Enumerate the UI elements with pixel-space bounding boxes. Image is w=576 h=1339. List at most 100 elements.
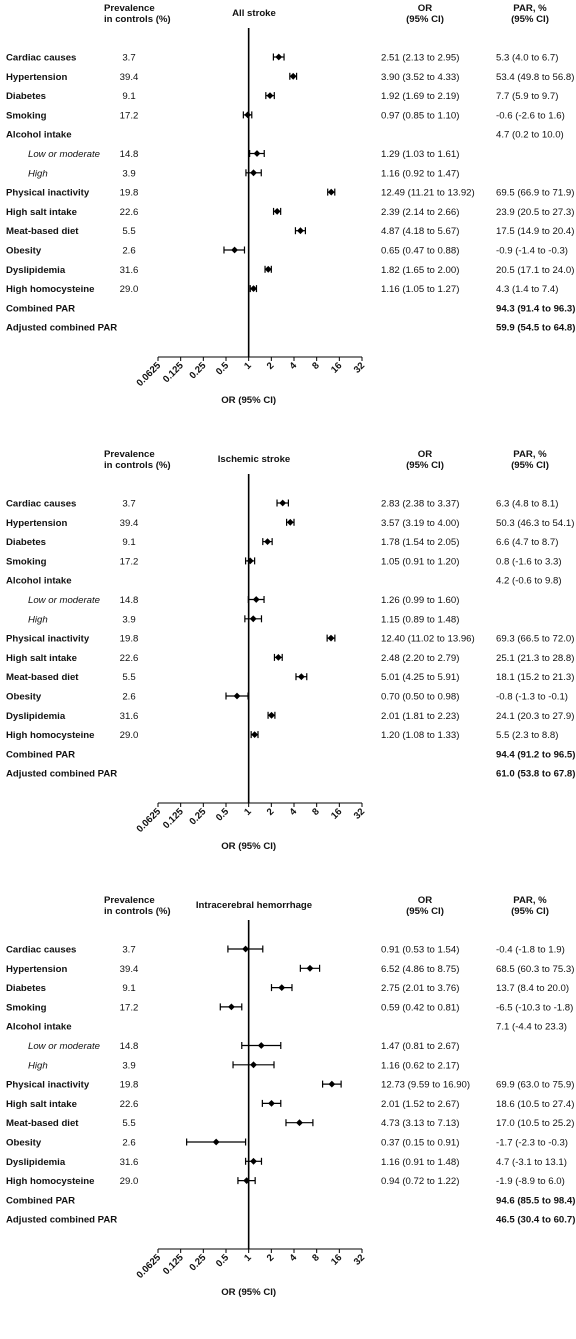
or-ci-text: 0.97 (0.85 to 1.10) <box>381 110 459 121</box>
par-ci-text: 94.3 (91.4 to 96.3) <box>496 303 575 314</box>
or-ci-text: 2.75 (2.01 to 3.76) <box>381 983 459 994</box>
or-point-marker <box>279 499 287 507</box>
x-axis-title: OR (95% CI) <box>221 841 276 852</box>
prevalence-value: 22.6 <box>120 207 139 218</box>
par-ci-text: 17.5 (14.9 to 20.4) <box>496 226 574 237</box>
row-label: Obesity <box>6 692 42 703</box>
row-label: Adjusted combined PAR <box>6 1215 117 1226</box>
row-label: Dyslipidemia <box>6 1157 66 1168</box>
par-ci-text: 20.5 (17.1 to 24.0) <box>496 265 574 276</box>
prevalence-value: 31.6 <box>120 1157 139 1168</box>
par-ci-text: -1.7 (-2.3 to -0.3) <box>496 1138 568 1149</box>
x-tick-label: 0.0625 <box>135 1252 164 1281</box>
par-ci-text: 18.1 (15.2 to 21.3) <box>496 672 574 683</box>
row-label: Alcohol intake <box>6 576 72 587</box>
row-label: Combined PAR <box>6 749 75 760</box>
prevalence-value: 22.6 <box>120 1099 139 1110</box>
row-label: Physical inactivity <box>6 634 90 645</box>
or-ci-text: 1.78 (1.54 to 2.05) <box>381 537 459 548</box>
par-ci-text: 25.1 (21.3 to 28.8) <box>496 653 574 664</box>
par-ci-text: 23.9 (20.5 to 27.3) <box>496 207 574 218</box>
x-tick-label: 0.5 <box>214 806 232 824</box>
or-point-marker <box>268 711 275 719</box>
row-label: High salt intake <box>6 1099 77 1110</box>
row-label: Hypertension <box>6 72 67 83</box>
row-label: Diabetes <box>6 983 46 994</box>
par-ci-text: -0.9 (-1.4 to -0.3) <box>496 246 568 257</box>
or-header: OR <box>418 449 432 460</box>
x-tick-label: 16 <box>329 360 344 375</box>
prevalence-value: 39.4 <box>120 964 139 975</box>
or-ci-text: 4.87 (4.18 to 5.67) <box>381 226 459 237</box>
row-label: Obesity <box>6 1138 42 1149</box>
or-ci-text: 1.47 (0.81 to 2.67) <box>381 1041 459 1052</box>
row-label: Physical inactivity <box>6 188 90 199</box>
x-tick-label: 1 <box>242 360 254 372</box>
or-ci-text: 0.59 (0.42 to 0.81) <box>381 1002 459 1013</box>
prevalence-value: 19.8 <box>120 634 139 645</box>
or-ci-text: 1.92 (1.69 to 2.19) <box>381 91 459 102</box>
or-point-marker <box>253 150 261 157</box>
or-ci-text: 1.16 (1.05 to 1.27) <box>381 284 459 295</box>
par-ci-text: 50.3 (46.3 to 54.1) <box>496 518 574 529</box>
par-ci-text: -0.8 (-1.3 to -0.1) <box>496 692 568 703</box>
prevalence-value: 3.7 <box>122 53 135 64</box>
prevalence-value: 9.1 <box>122 983 135 994</box>
prevalence-value: 5.5 <box>122 1118 135 1129</box>
par-ci-text: 69.5 (66.9 to 71.9) <box>496 188 574 199</box>
or-header-sub: (95% CI) <box>406 906 444 917</box>
x-tick-label: 8 <box>310 806 322 818</box>
x-tick-label: 32 <box>352 360 367 375</box>
row-label: Alcohol intake <box>6 1022 72 1033</box>
or-point-marker <box>327 188 335 196</box>
x-tick-label: 4 <box>288 806 300 818</box>
par-ci-text: 4.7 (-3.1 to 13.1) <box>496 1157 567 1168</box>
row-label: Low or moderate <box>28 595 100 606</box>
or-ci-text: 1.20 (1.08 to 1.33) <box>381 730 459 741</box>
or-ci-text: 12.49 (11.21 to 13.92) <box>381 188 475 199</box>
prevalence-value: 3.9 <box>122 614 135 625</box>
x-tick-label: 8 <box>310 360 322 372</box>
x-tick-label: 2 <box>265 1252 277 1264</box>
par-ci-text: 53.4 (49.8 to 56.8) <box>496 72 574 83</box>
or-point-marker <box>250 169 257 177</box>
prevalence-value: 31.6 <box>120 265 139 276</box>
row-label: Hypertension <box>6 518 67 529</box>
par-ci-text: 6.3 (4.8 to 8.1) <box>496 499 558 510</box>
or-ci-text: 1.26 (0.99 to 1.60) <box>381 595 459 606</box>
row-label: Smoking <box>6 110 47 121</box>
row-label: Smoking <box>6 1002 47 1013</box>
par-header: PAR, % <box>513 895 547 906</box>
x-tick-label: 2 <box>265 806 277 818</box>
row-label: High homocysteine <box>6 284 95 295</box>
or-point-marker <box>296 1119 303 1127</box>
or-point-marker <box>297 673 305 681</box>
row-label: Cardiac causes <box>6 499 76 510</box>
or-ci-text: 1.05 (0.91 to 1.20) <box>381 556 459 567</box>
or-point-marker <box>252 596 260 603</box>
or-point-marker <box>297 227 304 235</box>
or-ci-text: 1.82 (1.65 to 2.00) <box>381 265 459 276</box>
prevalence-header: Prevalence <box>104 3 155 14</box>
or-ci-text: 0.94 (0.72 to 1.22) <box>381 1176 459 1187</box>
x-tick-label: 2 <box>265 360 277 372</box>
or-point-marker <box>243 1177 251 1184</box>
par-ci-text: 59.9 (54.5 to 64.8) <box>496 323 575 334</box>
par-ci-text: -1.9 (-8.9 to 6.0) <box>496 1176 565 1187</box>
par-ci-text: 94.6 (85.5 to 98.4) <box>496 1195 575 1206</box>
par-ci-text: 68.5 (60.3 to 75.3) <box>496 964 574 975</box>
or-point-marker <box>327 634 335 642</box>
row-label: High salt intake <box>6 653 77 664</box>
or-point-marker <box>328 1080 336 1088</box>
or-point-marker <box>242 945 249 953</box>
or-ci-text: 4.73 (3.13 to 7.13) <box>381 1118 459 1129</box>
par-ci-text: 4.2 (-0.6 to 9.8) <box>496 576 562 587</box>
par-ci-text: -0.4 (-1.8 to 1.9) <box>496 945 565 956</box>
x-tick-label: 32 <box>352 806 367 821</box>
prevalence-value: 29.0 <box>120 284 139 295</box>
par-ci-text: 7.1 (-4.4 to 23.3) <box>496 1022 567 1033</box>
row-label: Diabetes <box>6 91 46 102</box>
prevalence-value: 39.4 <box>120 518 139 529</box>
x-tick-label: 0.125 <box>161 806 186 831</box>
par-header-sub: (95% CI) <box>511 906 549 917</box>
